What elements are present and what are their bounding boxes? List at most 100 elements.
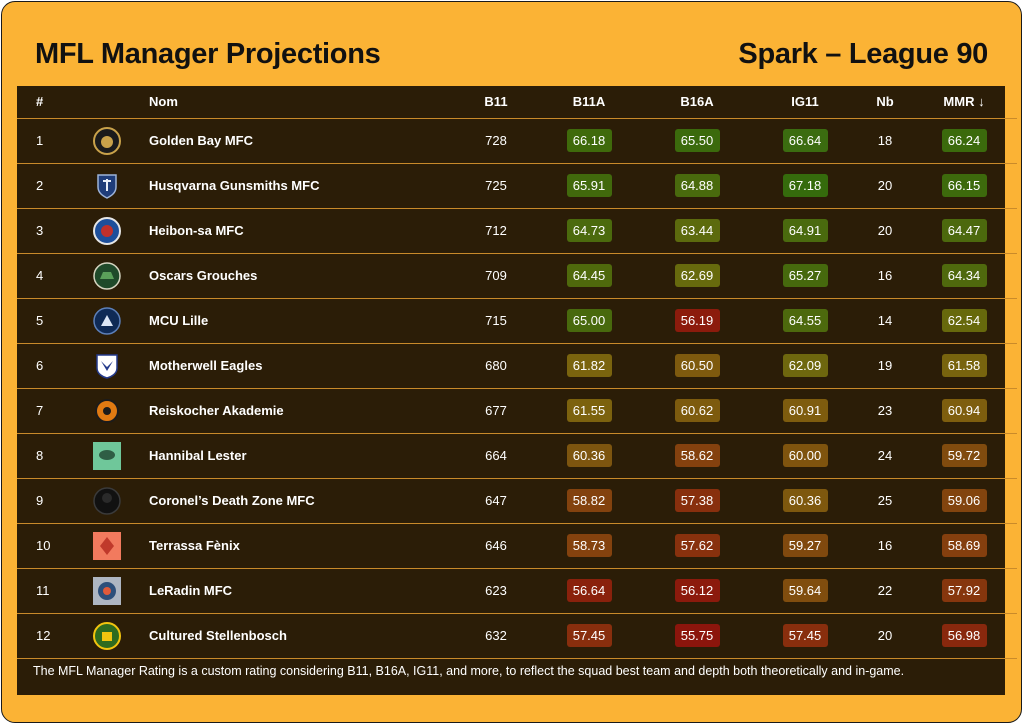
column-header-name[interactable]: Nom [149, 94, 178, 110]
terrassa-crest-icon [92, 531, 122, 561]
ig11-badge: 66.64 [782, 129, 828, 152]
b11a-badge: 56.64 [566, 579, 612, 602]
table-row[interactable]: 8 Hannibal Lester 664 60.36 58.62 60.00 … [17, 433, 1017, 478]
b11-cell: 725 [485, 178, 507, 193]
page-title: MFL Manager Projections [35, 38, 381, 70]
b11-cell: 632 [485, 628, 507, 643]
gunsmiths-crest-icon [92, 171, 122, 201]
table-row[interactable]: 5 MCU Lille 715 65.00 56.19 64.55 14 62.… [17, 298, 1017, 343]
club-name[interactable]: Coronel’s Death Zone MFC [149, 493, 315, 508]
table-row[interactable]: 11 LeRadin MFC 623 56.64 56.12 59.64 22 … [17, 568, 1017, 613]
club-name[interactable]: LeRadin MFC [149, 583, 233, 598]
table-row[interactable]: 10 Terrassa Fènix 646 58.73 57.62 59.27 … [17, 523, 1017, 568]
b16a-badge: 60.50 [674, 354, 720, 377]
mmr-badge: 58.69 [941, 534, 987, 557]
club-name[interactable]: Cultured Stellenbosch [149, 628, 287, 643]
ig11-badge: 60.91 [782, 399, 828, 422]
nb-cell: 18 [877, 133, 893, 148]
column-header-nb[interactable]: Nb [876, 94, 894, 110]
b11a-badge: 65.00 [566, 309, 612, 332]
table-row[interactable]: 2 Husqvarna Gunsmiths MFC 725 65.91 64.8… [17, 163, 1017, 208]
b11-cell: 715 [485, 313, 507, 328]
golden-bay-crest-icon [92, 126, 122, 156]
club-name[interactable]: Hannibal Lester [149, 448, 247, 463]
nb-cell: 20 [877, 178, 893, 193]
league-title: Spark – League 90 [738, 38, 988, 70]
rank-cell: 3 [36, 223, 44, 238]
b11-cell: 677 [485, 403, 507, 418]
b16a-badge: 57.62 [674, 534, 720, 557]
b11-cell: 709 [485, 268, 507, 283]
mcu-lille-crest-icon [92, 306, 122, 336]
table-row[interactable]: 6 Motherwell Eagles 680 61.82 60.50 62.0… [17, 343, 1017, 388]
b11a-badge: 66.18 [566, 129, 612, 152]
mmr-badge: 60.94 [941, 399, 987, 422]
standings-table: # Nom B11 B11A B16A IG11 Nb MMR ↓ 1 Gold… [17, 86, 1017, 659]
rank-cell: 11 [36, 583, 50, 598]
mmr-badge: 61.58 [941, 354, 987, 377]
reiskocher-crest-icon [92, 396, 122, 426]
b11-cell: 664 [485, 448, 507, 463]
column-header-logo [67, 86, 147, 118]
nb-cell: 16 [877, 268, 893, 283]
nb-cell: 16 [877, 538, 893, 553]
column-header-rank[interactable]: # [36, 94, 44, 110]
club-name[interactable]: Reiskocher Akademie [149, 403, 284, 418]
b16a-badge: 58.62 [674, 444, 720, 467]
b16a-badge: 60.62 [674, 399, 720, 422]
oscars-crest-icon [92, 261, 122, 291]
column-header-b16a[interactable]: B16A [680, 94, 714, 110]
eagles-crest-icon [92, 351, 122, 381]
b11-cell: 680 [485, 358, 507, 373]
ig11-badge: 64.55 [782, 309, 828, 332]
nb-cell: 20 [877, 628, 893, 643]
b11a-badge: 58.82 [566, 489, 612, 512]
ig11-badge: 67.18 [782, 174, 828, 197]
nb-cell: 25 [877, 493, 893, 508]
mmr-badge: 66.24 [941, 129, 987, 152]
b16a-badge: 55.75 [674, 624, 720, 647]
b11a-badge: 61.82 [566, 354, 612, 377]
column-header-ig11[interactable]: IG11 [791, 94, 819, 110]
standings-panel: # Nom B11 B11A B16A IG11 Nb MMR ↓ 1 Gold… [17, 86, 1017, 695]
club-name[interactable]: Husqvarna Gunsmiths MFC [149, 178, 320, 193]
b11a-badge: 60.36 [566, 444, 612, 467]
b16a-badge: 56.12 [674, 579, 720, 602]
rank-cell: 7 [36, 403, 44, 418]
club-name[interactable]: Terrassa Fènix [149, 538, 240, 553]
b16a-badge: 64.88 [674, 174, 720, 197]
table-row[interactable]: 12 Cultured Stellenbosch 632 57.45 55.75… [17, 613, 1017, 658]
ig11-badge: 65.27 [782, 264, 828, 287]
b11-cell: 623 [485, 583, 507, 598]
table-row[interactable]: 1 Golden Bay MFC 728 66.18 65.50 66.64 1… [17, 118, 1017, 163]
table-row[interactable]: 9 Coronel’s Death Zone MFC 647 58.82 57.… [17, 478, 1017, 523]
table-row[interactable]: 3 Heibon-sa MFC 712 64.73 63.44 64.91 20… [17, 208, 1017, 253]
nb-cell: 22 [877, 583, 893, 598]
b16a-badge: 63.44 [674, 219, 720, 242]
ig11-badge: 59.64 [782, 579, 828, 602]
coronel-crest-icon [92, 486, 122, 516]
b11a-badge: 57.45 [566, 624, 612, 647]
club-name[interactable]: MCU Lille [149, 313, 209, 328]
table-row[interactable]: 7 Reiskocher Akademie 677 61.55 60.62 60… [17, 388, 1017, 433]
column-header-mmr[interactable]: MMR ↓ [943, 94, 985, 110]
column-header-b11a[interactable]: B11A [572, 94, 606, 110]
club-name[interactable]: Motherwell Eagles [149, 358, 263, 373]
rank-cell: 12 [36, 628, 51, 643]
mmr-badge: 66.15 [941, 174, 987, 197]
mmr-badge: 59.72 [941, 444, 987, 467]
rank-cell: 10 [36, 538, 51, 553]
table-header-row: # Nom B11 B11A B16A IG11 Nb MMR ↓ [17, 86, 1017, 118]
b11a-badge: 61.55 [566, 399, 612, 422]
mmr-badge: 64.34 [941, 264, 987, 287]
ig11-badge: 57.45 [782, 624, 828, 647]
b11a-badge: 64.73 [566, 219, 612, 242]
club-name[interactable]: Golden Bay MFC [149, 133, 254, 148]
club-name[interactable]: Oscars Grouches [149, 268, 258, 283]
club-name[interactable]: Heibon-sa MFC [149, 223, 244, 238]
heibon-crest-icon [92, 216, 122, 246]
rank-cell: 4 [36, 268, 44, 283]
column-header-b11[interactable]: B11 [484, 94, 508, 110]
b11-cell: 712 [485, 223, 507, 238]
table-row[interactable]: 4 Oscars Grouches 709 64.45 62.69 65.27 … [17, 253, 1017, 298]
